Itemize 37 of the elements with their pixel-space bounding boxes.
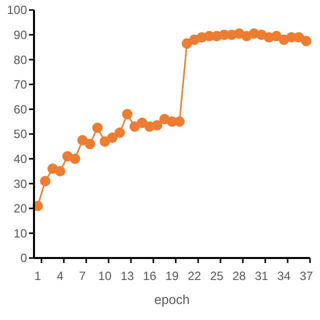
x-tick-label: 13 [120, 269, 134, 283]
point [77, 135, 88, 146]
y-tick-label: 20 [14, 202, 28, 216]
point [54, 166, 66, 176]
point [114, 128, 125, 138]
point [92, 122, 103, 133]
x-tick-label: 16 [142, 269, 157, 283]
y-tick-label: 0 [20, 251, 28, 266]
x-tick-label: 25 [210, 269, 224, 283]
y-tick-label: 80 [14, 52, 28, 67]
x-tick-label: 4 [56, 269, 64, 283]
point [301, 36, 312, 46]
y-tick-label: 90 [14, 28, 28, 42]
x-tick-label: 31 [254, 269, 269, 283]
x-tick-label: 28 [232, 269, 246, 283]
y-tick-label: 10 [14, 226, 28, 240]
x-tick-label: 19 [165, 269, 179, 283]
point [122, 108, 132, 120]
point [174, 116, 185, 127]
y-tick-label: 100 [6, 3, 28, 18]
point [152, 120, 162, 131]
x-tick-label: 1 [34, 269, 42, 283]
y-tick-label: 70 [14, 78, 28, 92]
x-axis-title: epoch [154, 292, 190, 307]
point [84, 138, 96, 150]
x-tick-label: 37 [300, 269, 314, 283]
x-tick-label: 10 [98, 269, 112, 283]
y-tick-label: 50 [14, 127, 28, 142]
x-tick-label: 34 [277, 269, 291, 283]
point [70, 154, 80, 164]
y-tick-label: 60 [14, 102, 28, 116]
x-tick-label: 22 [188, 269, 202, 283]
x-tick-label: 7 [79, 269, 86, 283]
point [40, 176, 50, 186]
point [107, 132, 118, 143]
y-tick-label: 40 [14, 152, 28, 166]
y-tick-label: 30 [14, 176, 28, 191]
